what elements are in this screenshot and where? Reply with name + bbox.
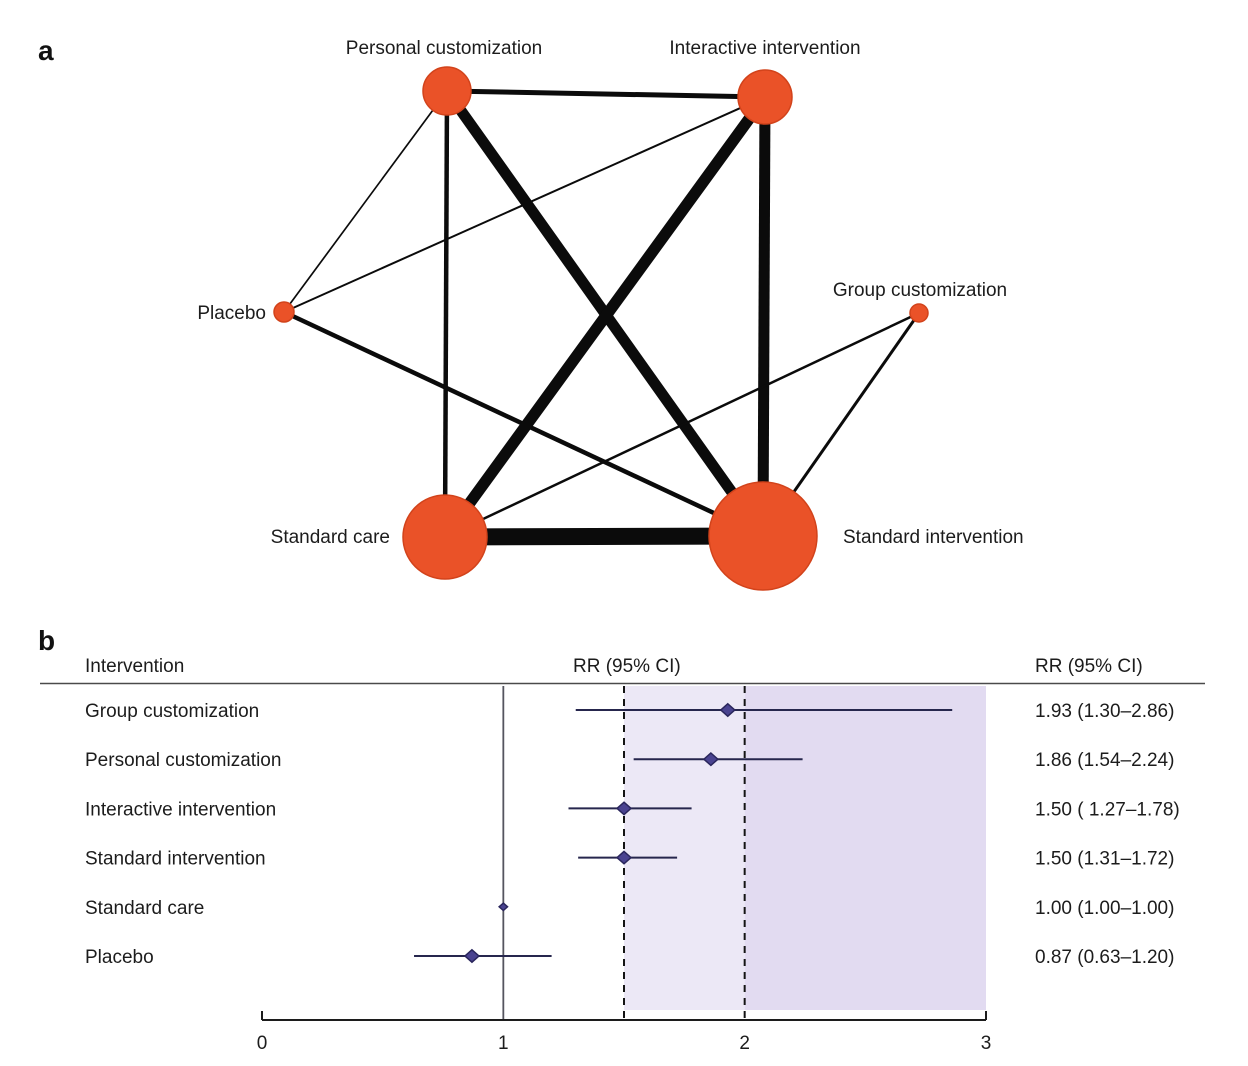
panel-b-label: b	[38, 625, 55, 656]
column-header-rr-values: RR (95% CI)	[1035, 656, 1143, 677]
forest-row-label: Placebo	[85, 947, 154, 968]
network-edge-placebo--personal_customization	[283, 90, 448, 313]
column-header-intervention: Intervention	[85, 656, 184, 677]
shaded-band-2-to-3	[744, 686, 986, 1010]
panel-b-forest-plot: b Intervention RR (95% CI) RR (95% CI) G…	[38, 625, 1205, 1054]
network-node-interactive_intervention	[737, 69, 793, 125]
network-node-label-placebo: Placebo	[197, 303, 266, 324]
network-edge-interactive_intervention--standard_intervention	[757, 96, 771, 537]
forest-row-value: 1.86 (1.54–2.24)	[1035, 750, 1174, 771]
network-edge-interactive_intervention--standard_care	[440, 93, 770, 541]
forest-rows: Group customization 1.93 (1.30–2.86) Perso…	[85, 701, 1180, 968]
network-node-standard_intervention	[708, 481, 818, 591]
network-node-personal_customization	[422, 66, 472, 116]
forest-row-value: 1.00 (1.00–1.00)	[1035, 898, 1174, 919]
network-node-group_customization	[909, 303, 929, 323]
forest-diamond	[498, 902, 509, 912]
forest-diamond	[615, 801, 633, 816]
network-edge-personal_customization--interactive_intervention	[446, 88, 766, 100]
column-header-rr-plot: RR (95% CI)	[573, 656, 681, 677]
network-nodes	[273, 66, 929, 591]
forest-row-label: Standard care	[85, 898, 204, 919]
network-edges	[283, 87, 921, 546]
panel-a-label: a	[38, 35, 54, 66]
forest-row-label: Standard intervention	[85, 849, 266, 870]
significance-bands	[624, 686, 986, 1010]
x-axis-tick-label: 1	[498, 1033, 509, 1054]
forest-row-label: Personal customization	[85, 750, 281, 771]
forest-diamond	[615, 850, 633, 865]
network-node-labels: Personal customization Interactive interv…	[197, 38, 1023, 548]
network-node-label-standard_care: Standard care	[271, 527, 390, 548]
forest-row-value: 1.93 (1.30–2.86)	[1035, 701, 1174, 722]
network-node-label-standard_intervention: Standard intervention	[843, 527, 1024, 548]
forest-row-value: 1.50 (1.31–1.72)	[1035, 849, 1174, 870]
shaded-band-1.5-to-2	[624, 686, 745, 1010]
panel-a-network-diagram: a Personal customization Interactive inte…	[38, 35, 1024, 591]
forest-row-label: Group customization	[85, 701, 259, 722]
network-node-label-personal_customization: Personal customization	[346, 38, 542, 59]
forest-diamond	[702, 751, 720, 767]
forest-row-label: Interactive intervention	[85, 799, 276, 820]
x-axis-tick-label: 3	[981, 1033, 992, 1054]
x-axis-tick-label: 0	[257, 1033, 268, 1054]
x-axis: 0 1 2 3	[257, 1011, 992, 1054]
network-node-placebo	[273, 301, 295, 323]
network-node-label-interactive_intervention: Interactive intervention	[669, 38, 860, 59]
network-node-standard_care	[402, 494, 488, 580]
network-edge-personal_customization--standard_care	[442, 90, 450, 538]
network-edge-group_customization--standard_care	[444, 311, 920, 539]
forest-diamond	[463, 948, 481, 964]
forest-row-value: 1.50 ( 1.27–1.78)	[1035, 799, 1180, 820]
network-node-label-group_customization: Group customization	[833, 280, 1007, 301]
x-axis-tick-label: 2	[739, 1033, 750, 1054]
guide-lines	[502, 686, 746, 1020]
forest-row-value: 0.87 (0.63–1.20)	[1035, 947, 1174, 968]
forest-diamond	[719, 702, 736, 718]
